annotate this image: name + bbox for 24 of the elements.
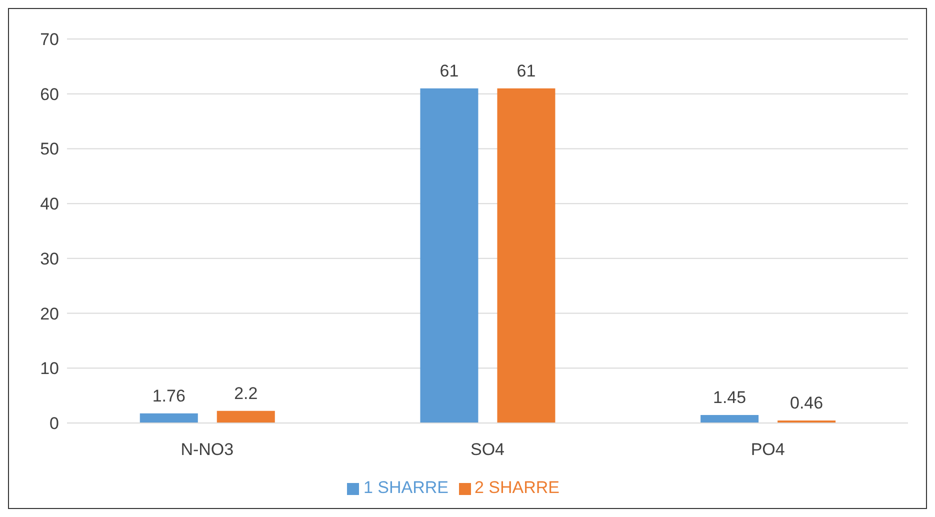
y-tick-label: 10 — [40, 359, 59, 378]
bar — [216, 410, 275, 423]
data-label: 1.45 — [713, 388, 746, 408]
y-tick-label: 20 — [40, 304, 59, 324]
data-label: 1.76 — [152, 386, 186, 406]
y-tick-label: 0 — [50, 414, 59, 434]
y-tick-label: 50 — [40, 140, 59, 159]
y-tick-label: 70 — [40, 30, 59, 50]
bar — [420, 88, 478, 423]
x-tick-label: N-NO3 — [180, 440, 234, 460]
legend-label: 1 SHARRE — [363, 478, 448, 497]
legend-label: 2 SHARRE — [474, 478, 560, 497]
y-tick-label: 40 — [40, 194, 59, 214]
bar — [140, 413, 198, 423]
x-tick-label: SO4 — [470, 440, 505, 460]
bar — [700, 415, 759, 423]
data-label: 2.2 — [234, 384, 258, 403]
y-tick-label: 30 — [40, 249, 59, 268]
x-tick-label: PO4 — [750, 440, 785, 460]
data-label: 61 — [440, 61, 459, 80]
bar — [497, 88, 556, 423]
data-label: 0.46 — [790, 393, 824, 412]
data-label: 61 — [516, 61, 536, 80]
y-tick-label: 60 — [40, 84, 59, 104]
